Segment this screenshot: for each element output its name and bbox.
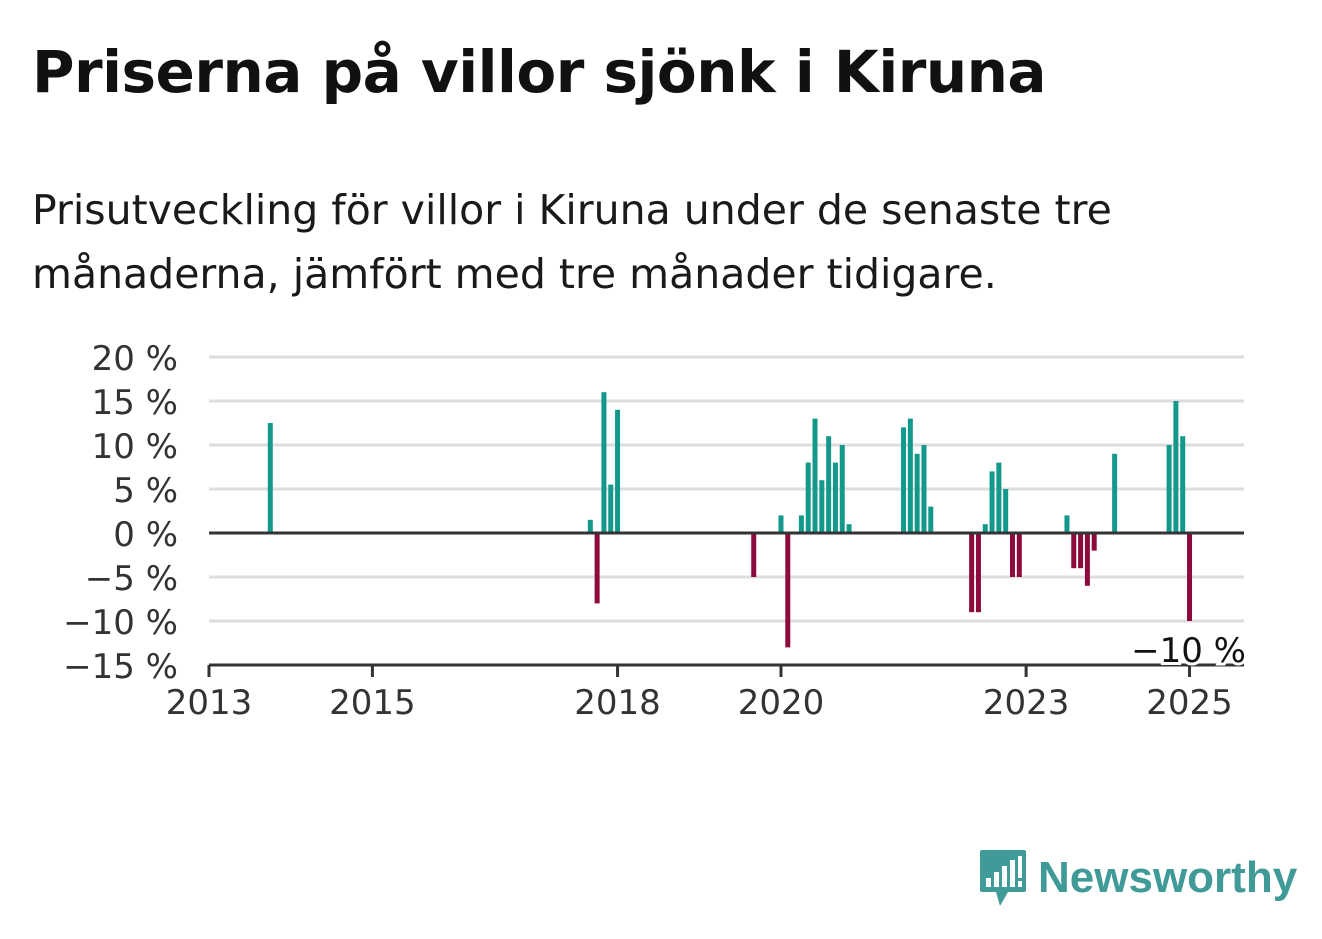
x-tick-label: 2018 <box>574 683 661 723</box>
last-value-label: −10 % <box>1131 631 1246 671</box>
bar-positive <box>615 409 621 533</box>
bar-positive <box>1166 445 1172 533</box>
bar-positive <box>928 506 934 533</box>
bar-positive <box>601 392 607 533</box>
bar-negative <box>785 533 791 648</box>
y-tick-label: 10 % <box>92 427 178 467</box>
bar-positive <box>798 515 804 533</box>
bar-negative <box>969 533 975 613</box>
bar-positive <box>1112 453 1118 533</box>
bar-negative <box>1091 533 1097 551</box>
bar-positive <box>587 519 593 533</box>
bar-positive <box>996 462 1002 533</box>
bar-positive <box>846 524 852 533</box>
bar-positive <box>608 484 614 533</box>
bar-positive <box>989 471 995 533</box>
y-tick-label: 5 % <box>113 471 178 511</box>
bar-positive <box>778 515 784 533</box>
bar-positive <box>982 524 988 533</box>
x-tick-label: 2023 <box>983 683 1070 723</box>
bar-negative <box>1016 533 1022 577</box>
bar-positive <box>826 436 832 533</box>
bar-negative <box>751 533 757 577</box>
bar-positive <box>839 445 845 533</box>
bar-negative <box>1084 533 1090 586</box>
y-tick-label: −15 % <box>63 647 178 687</box>
bar-positive <box>1003 489 1009 533</box>
bar-positive <box>914 453 920 533</box>
x-tick-label: 2013 <box>166 683 253 723</box>
bar-chart: 20 %15 %10 %5 %0 %−5 %−10 %−15 %2013 2015… <box>63 339 1249 723</box>
bar-negative <box>594 533 600 604</box>
bar-positive <box>921 445 927 533</box>
bar-positive <box>1180 436 1186 533</box>
axis-labels: 20 %15 %10 %5 %0 %−5 %−10 %−15 %2013 2015… <box>63 339 1249 723</box>
bar-positive <box>1064 515 1070 533</box>
newsworthy-logo-icon <box>980 850 1026 906</box>
bars <box>267 392 1193 648</box>
y-tick-label: −10 % <box>63 603 178 643</box>
bar-positive <box>267 423 273 533</box>
x-tick-label: 2025 <box>1146 683 1233 723</box>
grid-lines <box>209 355 1244 623</box>
axes <box>207 531 1244 677</box>
bar-negative <box>1071 533 1077 569</box>
y-tick-label: 20 % <box>92 339 178 379</box>
bar-positive <box>819 480 825 533</box>
brand: Newsworthy <box>978 848 1297 908</box>
x-tick-label: 2015 <box>329 683 416 723</box>
y-tick-label: 0 % <box>113 515 178 555</box>
chart-title: Priserna på villor sjönk i Kiruna <box>32 38 1047 106</box>
bar-positive <box>832 462 838 533</box>
bar-negative <box>1078 533 1084 569</box>
bar-positive <box>901 427 907 533</box>
bar-positive <box>1173 401 1179 533</box>
chart-subtitle: Prisutveckling för villor i Kiruna under… <box>32 186 1112 298</box>
bar-positive <box>907 418 913 533</box>
bar-positive <box>812 418 818 533</box>
bar-negative <box>975 533 981 613</box>
bar-negative <box>1187 533 1193 621</box>
brand-name: Newsworthy <box>1038 853 1298 902</box>
y-tick-label: 15 % <box>92 383 178 423</box>
bar-positive <box>805 462 811 533</box>
y-tick-label: −5 % <box>85 559 178 599</box>
bar-negative <box>1009 533 1015 577</box>
x-tick-label: 2020 <box>738 683 825 723</box>
